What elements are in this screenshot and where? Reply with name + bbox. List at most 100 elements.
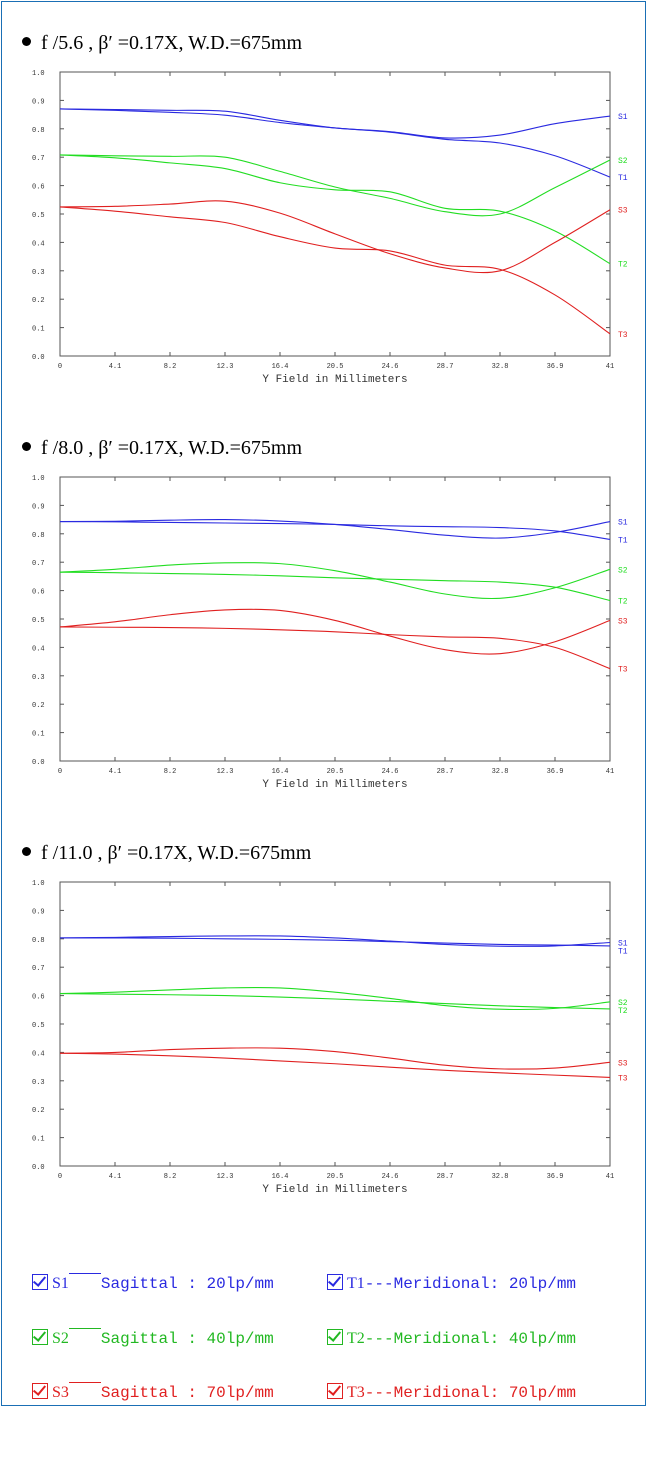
x-tick-label: 4.1 (109, 1173, 122, 1181)
x-axis-label: Y Field in Millimeters (262, 374, 407, 386)
x-tick-label: 24.6 (382, 1173, 399, 1181)
x-tick-label: 32.8 (492, 1173, 509, 1181)
x-tick-label: 41 (606, 1173, 614, 1181)
legend-label: Meridional: 70lp/mm (393, 1384, 577, 1402)
series-end-label: T2 (618, 598, 628, 607)
checkbox-icon (32, 1383, 48, 1399)
y-tick-label: 1.0 (32, 475, 45, 483)
legend-item-s3: S3 Sagittal : 70lp/mm (32, 1381, 274, 1405)
bullet-icon (22, 442, 31, 451)
legend: S1 Sagittal : 20lp/mm T1---Meridional: 20… (2, 1257, 647, 1457)
dashed-line-icon: --- (364, 1384, 394, 1402)
series-line-s2 (59, 986, 611, 1011)
series-line-t2 (59, 154, 611, 265)
x-tick-label: 8.2 (164, 363, 177, 371)
y-tick-label: 0.0 (32, 354, 45, 362)
y-tick-label: 0.4 (32, 240, 45, 248)
legend-code: S1 (52, 1275, 69, 1292)
y-tick-label: 0.0 (32, 1164, 45, 1172)
x-axis-label: Y Field in Millimeters (262, 1184, 407, 1196)
x-tick-label: 16.4 (272, 1173, 289, 1181)
series-line-s2 (59, 562, 611, 600)
y-tick-label: 0.8 (32, 127, 45, 135)
series-line-t2 (59, 993, 611, 1010)
x-tick-label: 32.8 (492, 363, 509, 371)
y-tick-label: 0.8 (32, 937, 45, 945)
series-end-label: T1 (618, 947, 628, 956)
series-end-label: T3 (618, 331, 628, 340)
bullet-icon (22, 37, 31, 46)
y-tick-label: 0.4 (32, 1050, 45, 1058)
mtf-chart-1: 0.0 0.1 0.2 0.3 0.4 0.5 0.6 0.7 0.8 0.9 1.0 0 4.1 8.2… (32, 70, 628, 386)
legend-item-t1: T1---Meridional: 20lp/mm (327, 1272, 576, 1296)
legend-code: S3 (52, 1384, 69, 1401)
x-tick-label: 12.3 (217, 768, 234, 776)
checkbox-icon (327, 1329, 343, 1345)
x-tick-label: 0 (58, 363, 62, 371)
y-tick-label: 1.0 (32, 880, 45, 888)
series-end-label: S2 (618, 566, 628, 575)
x-tick-label: 28.7 (437, 363, 454, 371)
solid-line-icon (68, 1328, 101, 1329)
y-tick-label: 1.0 (32, 70, 45, 78)
series-end-label: T1 (618, 174, 628, 183)
y-tick-label: 0.4 (32, 645, 45, 653)
legend-label: Meridional: 40lp/mm (393, 1330, 577, 1348)
legend-label: Sagittal : 70lp/mm (100, 1384, 274, 1402)
series-end-label: S2 (618, 999, 628, 1008)
y-tick-label: 0.5 (32, 212, 45, 220)
x-tick-label: 41 (606, 768, 614, 776)
series-end-label: S3 (618, 207, 628, 216)
x-tick-label: 8.2 (164, 1173, 177, 1181)
series-end-label: S3 (618, 617, 628, 626)
chart-title-text: f /11.0 , β′ =0.17X, W.D.=675mm (41, 842, 312, 864)
legend-code: T3 (347, 1384, 365, 1401)
solid-line-icon (68, 1273, 101, 1274)
series-end-label: S3 (618, 1059, 628, 1068)
series-end-label: T2 (618, 261, 628, 270)
y-tick-label: 0.5 (32, 1022, 45, 1030)
dashed-line-icon: --- (364, 1330, 394, 1348)
x-tick-label: 28.7 (437, 1173, 454, 1181)
series-line-t1 (59, 108, 611, 178)
x-tick-label: 36.9 (547, 768, 564, 776)
series-line-t3 (59, 206, 611, 335)
checkbox-icon (32, 1329, 48, 1345)
y-tick-label: 0.5 (32, 617, 45, 625)
y-tick-label: 0.2 (32, 1107, 45, 1115)
series-line-s2 (59, 154, 611, 217)
legend-item-t2: T2---Meridional: 40lp/mm (327, 1327, 576, 1351)
y-tick-label: 0.1 (32, 1136, 45, 1144)
y-tick-label: 0.6 (32, 184, 45, 192)
y-tick-label: 0.1 (32, 731, 45, 739)
chart-title: f /5.6 , β′ =0.17X, W.D.=675mm (22, 30, 302, 56)
x-tick-label: 12.3 (217, 363, 234, 371)
dashed-line-icon: --- (364, 1275, 394, 1293)
legend-item-t3: T3---Meridional: 70lp/mm (327, 1381, 576, 1405)
x-tick-label: 12.3 (217, 1173, 234, 1181)
y-tick-label: 0.6 (32, 589, 45, 597)
legend-code: S2 (52, 1330, 69, 1347)
series-line-s3 (59, 200, 611, 274)
x-tick-label: 28.7 (437, 768, 454, 776)
y-tick-label: 0.0 (32, 759, 45, 767)
series-line-s3 (59, 1047, 611, 1070)
x-tick-label: 36.9 (547, 363, 564, 371)
series-end-label: S1 (618, 519, 628, 528)
x-tick-label: 0 (58, 1173, 62, 1181)
plot-area (59, 476, 611, 762)
y-tick-label: 0.8 (32, 532, 45, 540)
x-axis-label: Y Field in Millimeters (262, 779, 407, 791)
series-end-label: T1 (618, 536, 628, 545)
checkbox-icon (32, 1274, 48, 1290)
x-tick-label: 24.6 (382, 768, 399, 776)
y-tick-label: 0.7 (32, 560, 45, 568)
series-line-s3 (59, 608, 611, 655)
series-end-label: S1 (618, 113, 628, 122)
x-tick-label: 41 (606, 363, 614, 371)
checkbox-icon (327, 1274, 343, 1290)
x-tick-label: 0 (58, 768, 62, 776)
series-line-t2 (59, 571, 611, 602)
x-tick-label: 16.4 (272, 363, 289, 371)
y-tick-label: 0.1 (32, 326, 45, 334)
